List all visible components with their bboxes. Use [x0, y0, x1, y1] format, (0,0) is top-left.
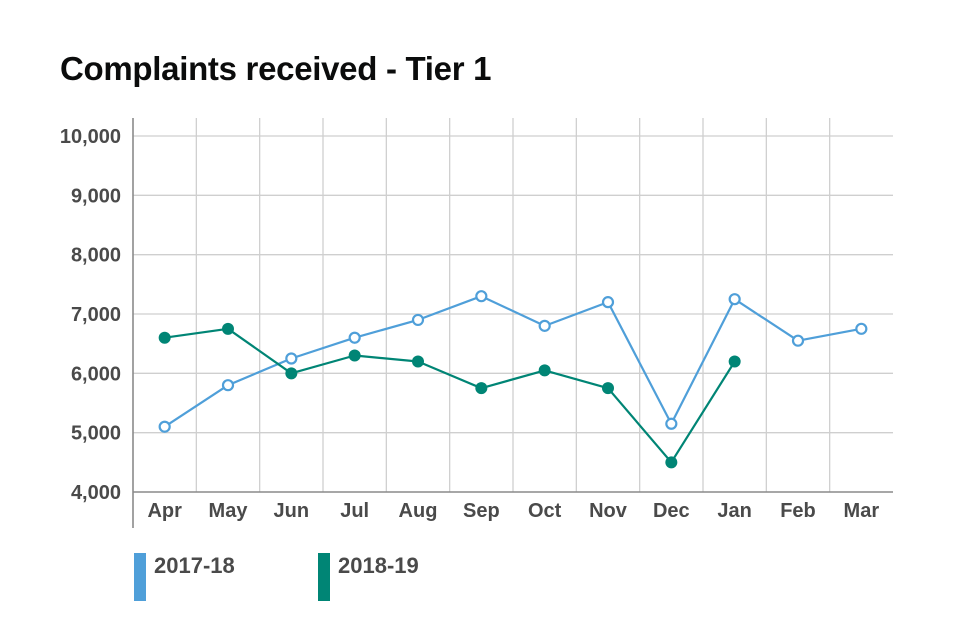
x-tick-label: Feb: [780, 500, 816, 522]
data-point-2018-19: [348, 349, 361, 362]
x-tick-label: Aug: [399, 500, 438, 522]
data-point-2017-18: [665, 417, 678, 430]
data-point-2017-18: [221, 379, 235, 392]
legend-swatch-2017-18: [134, 553, 146, 601]
data-point-2017-18: [855, 322, 868, 335]
data-point-2017-18: [728, 293, 741, 306]
chart-title: Complaints received - Tier 1: [60, 50, 492, 87]
x-tick-label: May: [209, 500, 249, 522]
data-point-2017-18: [601, 296, 615, 309]
data-point-2017-18: [791, 334, 805, 347]
data-point-2018-19: [665, 456, 678, 469]
x-tick-label: Sep: [463, 500, 500, 522]
data-point-2018-19: [158, 331, 171, 344]
y-tick-label: 9,000: [71, 185, 121, 207]
x-tick-label: Jun: [274, 500, 310, 522]
legend-label-2017-18: 2017-18: [154, 553, 235, 578]
data-point-2017-18: [158, 420, 171, 433]
data-point-2017-18: [348, 331, 361, 344]
data-point-2018-19: [728, 355, 741, 368]
y-tick-label: 10,000: [60, 126, 121, 148]
legend-label-2018-19: 2018-19: [338, 553, 419, 578]
data-point-2017-18: [285, 352, 298, 365]
y-tick-label: 4,000: [71, 482, 121, 504]
data-point-2018-19: [285, 367, 298, 380]
series-line-2018-19: [164, 327, 736, 464]
x-tick-label: Apr: [147, 500, 182, 522]
x-tick-label: Jul: [340, 500, 369, 522]
x-tick-label: Nov: [589, 500, 628, 522]
x-tick-label: Oct: [528, 500, 562, 522]
series-line-2017-18: [164, 295, 862, 428]
data-point-2018-19: [475, 382, 488, 395]
x-tick-label: Jan: [717, 500, 751, 522]
data-point-2017-18: [538, 319, 551, 332]
legend-swatch-2018-19: [318, 553, 330, 601]
data-point-2017-18: [475, 290, 488, 303]
data-point-2018-19: [222, 322, 234, 335]
y-tick-label: 5,000: [71, 423, 121, 445]
x-tick-label: Mar: [844, 500, 880, 522]
y-tick-label: 8,000: [71, 245, 121, 267]
y-tick-label: 6,000: [71, 363, 121, 385]
data-point-2018-19: [538, 364, 551, 377]
data-point-2018-19: [412, 355, 424, 368]
y-tick-label: 7,000: [71, 304, 121, 326]
x-tick-label: Dec: [653, 500, 690, 522]
data-point-2017-18: [411, 313, 425, 327]
data-point-2018-19: [602, 382, 614, 395]
